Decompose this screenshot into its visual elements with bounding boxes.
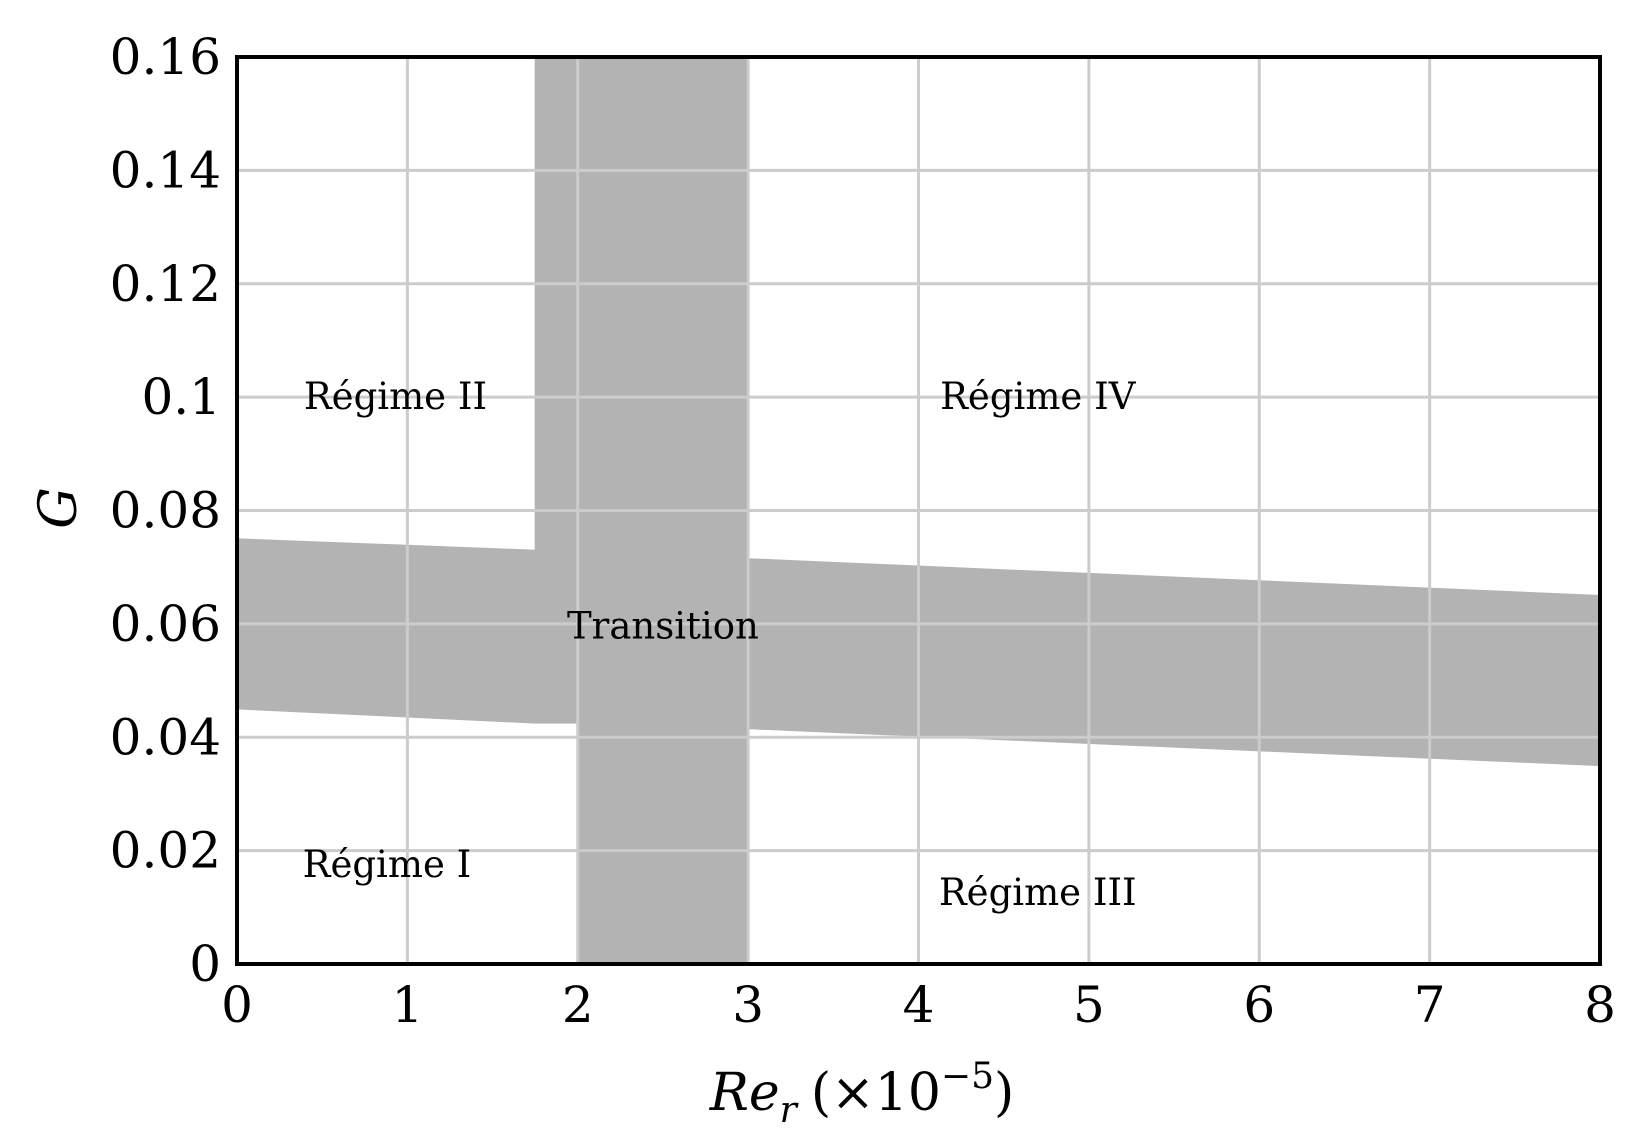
y-tick-label: 0.04 xyxy=(110,708,221,766)
y-tick-label: 0.1 xyxy=(141,368,221,426)
region-annotation: Transition xyxy=(567,605,759,648)
y-tick-label: 0.16 xyxy=(110,28,221,86)
x-tick-label: 6 xyxy=(1243,976,1275,1034)
transition-band-lower-strip xyxy=(577,722,749,965)
x-axis-label: Rer (×10−5) xyxy=(709,1056,1015,1131)
x-tick-label: 5 xyxy=(1073,976,1105,1034)
region-annotations: Régime II Régime IV Transition Régime I Régi… xyxy=(303,375,1137,914)
x-tick-label: 0 xyxy=(221,976,253,1034)
x-axis-label-subscript: r xyxy=(780,1090,799,1131)
x-tick-label: 1 xyxy=(391,976,423,1034)
x-axis-label-exponent: −5 xyxy=(941,1056,994,1097)
y-axis-ticks: 0 0.02 0.04 0.06 0.08 0.1 0.12 0.14 0.16 xyxy=(110,28,221,993)
y-tick-label: 0.02 xyxy=(110,822,221,880)
transition-band-left xyxy=(236,538,536,724)
x-tick-label: 3 xyxy=(732,976,764,1034)
shaded-regions xyxy=(236,56,1601,965)
y-tick-label: 0.12 xyxy=(110,255,221,313)
x-tick-label: 2 xyxy=(562,976,594,1034)
grid-lines xyxy=(237,57,1600,964)
region-annotation: Régime III xyxy=(939,871,1137,914)
x-axis-label-close: ) xyxy=(994,1063,1014,1123)
x-axis-label-factor: (×10 xyxy=(811,1063,941,1123)
y-tick-label: 0.08 xyxy=(110,482,221,540)
x-axis-label-base: Re xyxy=(709,1063,780,1123)
y-axis-label: G xyxy=(29,487,89,529)
x-axis-ticks: 0 1 2 3 4 5 6 7 8 xyxy=(221,976,1616,1034)
y-tick-label: 0 xyxy=(189,935,221,993)
region-annotation: Régime IV xyxy=(940,375,1137,418)
y-tick-label: 0.14 xyxy=(110,141,221,199)
plot-border xyxy=(235,55,1602,966)
x-tick-label: 8 xyxy=(1584,976,1616,1034)
x-tick-label: 4 xyxy=(903,976,935,1034)
y-tick-label: 0.06 xyxy=(110,595,221,653)
region-annotation: Régime II xyxy=(304,375,487,418)
plot-frame xyxy=(235,55,1602,966)
region-annotation: Régime I xyxy=(303,843,472,886)
transition-band-right xyxy=(747,558,1601,767)
x-tick-label: 7 xyxy=(1414,976,1446,1034)
